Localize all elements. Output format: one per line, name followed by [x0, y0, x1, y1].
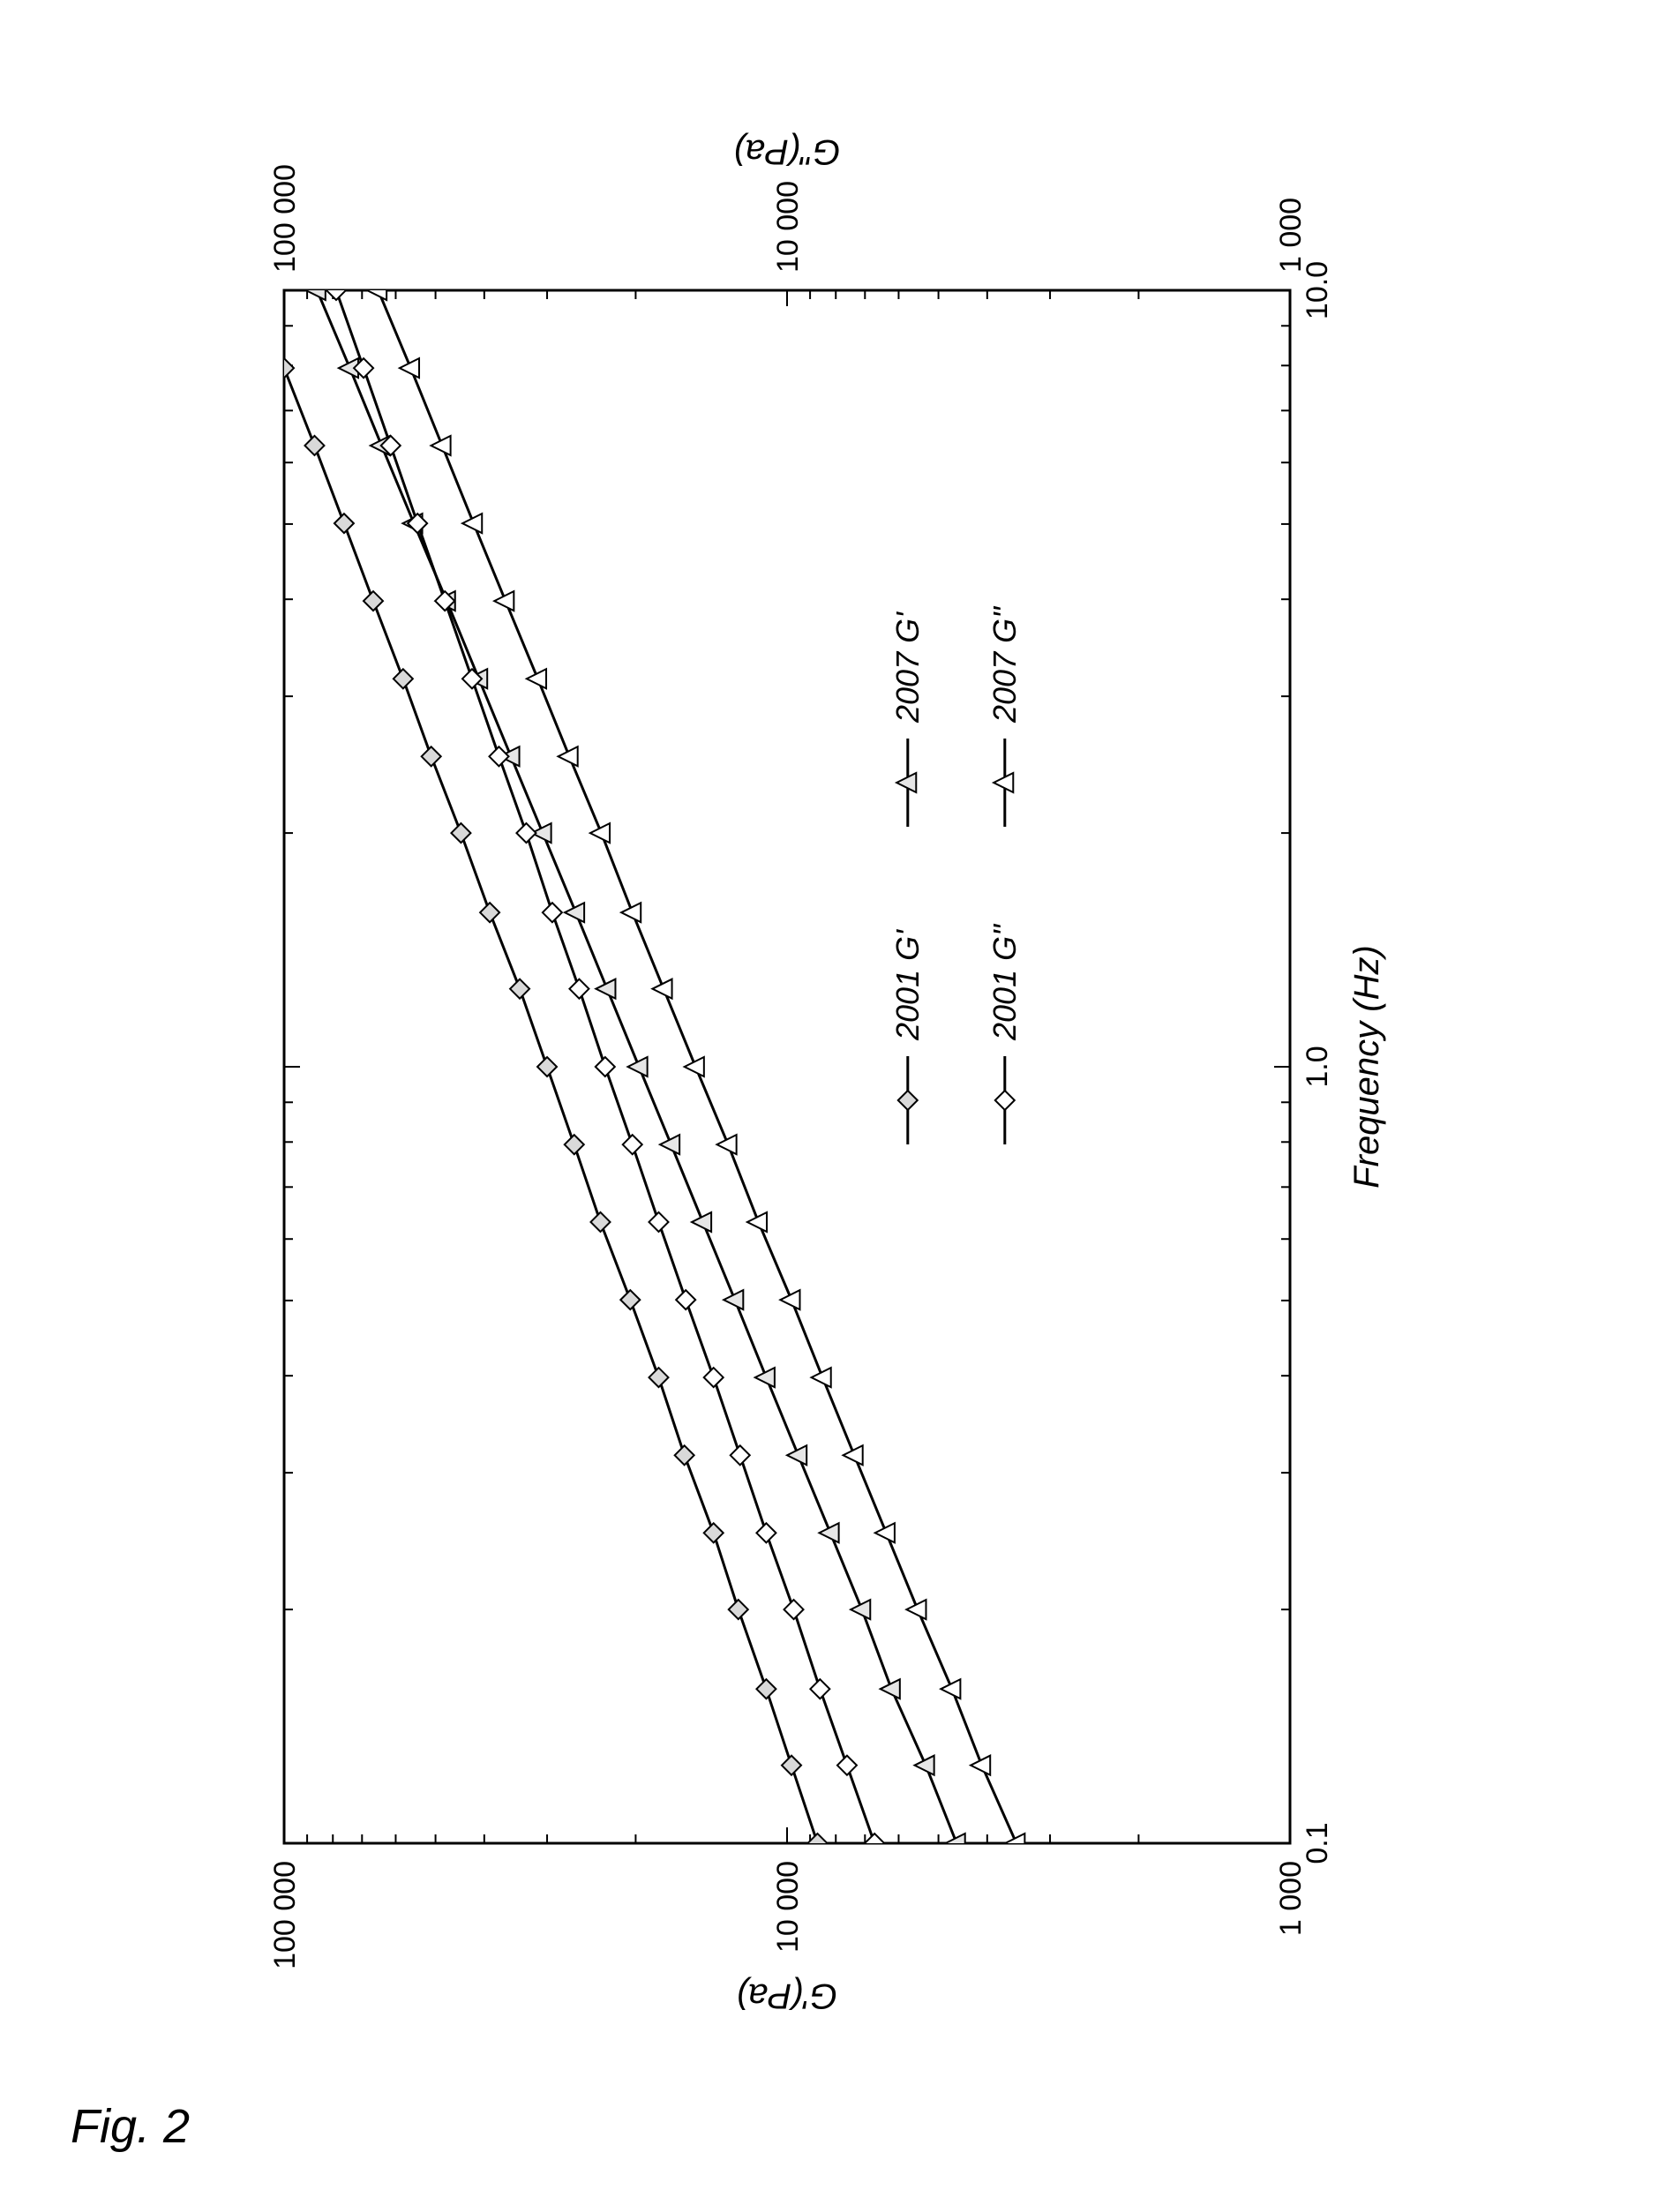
y-right-tick-label: 100 000 — [268, 164, 302, 273]
figure-caption: Fig. 2 — [71, 2099, 190, 2154]
x-axis-label: Frequency (Hz) — [1347, 945, 1386, 1189]
legend-label: 2007 G' — [889, 611, 926, 724]
y-left-tick-label: 1 000 — [1274, 1861, 1308, 1936]
legend-label: 2007 G" — [986, 605, 1023, 724]
y-left-tick-label: 10 000 — [771, 1861, 805, 1953]
y-right-axis-label: G"(Pa) — [734, 132, 841, 171]
y-right-tick-label: 10 000 — [771, 181, 805, 273]
legend-label: 2001 G" — [986, 923, 1023, 1041]
y-left-axis-label: G'(Pa) — [737, 1976, 837, 2015]
x-tick-label: 1.0 — [1301, 1046, 1334, 1087]
legend-label: 2001 G' — [889, 929, 926, 1041]
page-root: 0.11.010.01 0001 00010 00010 000100 0001… — [0, 0, 1680, 2205]
x-tick-label: 0.1 — [1301, 1822, 1334, 1864]
y-left-tick-label: 100 000 — [268, 1861, 302, 1969]
rheology-chart: 0.11.010.01 0001 00010 00010 000100 0001… — [178, 131, 1502, 2073]
y-right-tick-label: 1 000 — [1274, 198, 1308, 273]
chart-container: 0.11.010.01 0001 00010 00010 000100 0001… — [178, 131, 1502, 2073]
